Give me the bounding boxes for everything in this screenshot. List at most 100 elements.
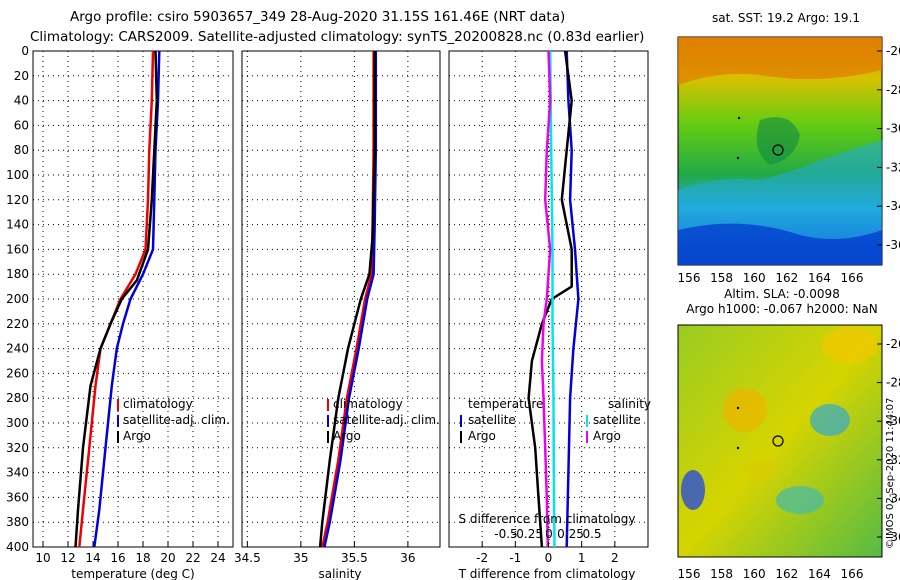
lat-tick-label: -28 [886,83,900,97]
lon-tick-label: 164 [808,567,831,580]
sla-map: Altim. SLA: -0.0098 Argo h1000: -0.067 h… [677,287,900,580]
x-tick-label: 0 [545,551,553,565]
depth-tick-label: 40 [14,94,29,108]
depth-tick-label: 380 [6,515,29,529]
imos-timestamp: ©IMOS 02-Sep-2020 11:44:07 [885,398,896,549]
series-line-argo [318,51,376,548]
sla-map-title-line2: Argo h1000: -0.067 h2000: NaN [686,302,878,316]
lon-tick-label: 164 [808,271,831,285]
sla-low-anomaly [681,470,705,510]
legend-swatch-s-argo [586,431,588,443]
lat-tick-label: -32 [886,160,900,174]
legend-label-argo-sal: Argo [333,429,361,443]
series-line-s-satellite [548,50,556,548]
salinity-grid [242,51,440,547]
legend-swatch-argo [117,431,119,443]
temperature-lines [74,50,161,548]
difference-legend: temperature salinity satellite Argo sate… [460,397,651,443]
difference-xlabel: T difference from climatology [458,567,636,580]
lon-tick-label: 160 [743,567,766,580]
sst-warm-region [678,37,882,85]
header-line1: Argo profile: csiro 5903657_349 28-Aug-2… [70,9,565,25]
depth-tick-label: 240 [6,342,29,356]
legend-label-satellite-sal: satellite-adj. clim. [333,413,440,427]
sst-lat-ticks: -26 -28 -30 -32 -34 -36 [877,44,900,252]
lon-tick-label: 160 [743,271,766,285]
header-line2: Climatology: CARS2009. Satellite-adjuste… [30,29,644,45]
lon-tick-label: 158 [710,567,733,580]
sla-field [677,324,883,558]
salinity-lines [318,51,378,548]
x-tick-label: -2 [476,551,488,565]
sst-track-point [737,116,741,120]
lon-tick-label: 162 [775,567,798,580]
salinity-xlabel: salinity [318,567,361,580]
lon-tick-label: 166 [841,567,864,580]
x-tick-label: 22 [185,551,200,565]
depth-tick-label: 60 [14,118,29,132]
legend-title-temperature: temperature [468,397,543,411]
salinity-difference-label: S difference from climatology [459,512,636,526]
legend-swatch-argo-sal [327,431,329,443]
lat-tick-label: -26 [886,44,900,58]
sla-lat-ticks: -26 -28 -30 -32 -34 -36 [877,337,900,544]
temperature-x-ticks: 10 12 14 16 18 20 22 24 [35,542,226,565]
salinity-x-ticks: 34.5 35 35.5 36 [234,542,416,565]
depth-tick-label: 400 [6,540,29,554]
legend-label-climatology: climatology [123,397,193,411]
salinity-difference-ticks: -0.5-0.25 0 0.250.5 [494,527,601,541]
x-tick-label: 14 [85,551,100,565]
legend-label-s-argo: Argo [593,429,621,443]
legend-swatch-climatology-sal [327,399,329,411]
legend-label-argo: Argo [123,429,151,443]
sst-map: sat. SST: 19.2 Argo: 19.1 -26 -28 -30 -32 -3… [677,11,900,285]
temperature-legend: climatology satellite-adj. clim. Argo [117,397,230,443]
temperature-panel: 10 12 14 16 18 20 22 24 0 20 40 60 80 100 120 140 160 18… [6,44,234,580]
legend-swatch-satellite [117,415,119,427]
x-tick-label: 12 [60,551,75,565]
legend-swatch-satellite-sal [327,415,329,427]
temperature-grid [33,51,233,547]
sla-high-anomaly [744,458,776,482]
legend-title-salinity: salinity [608,397,651,411]
lon-tick-label: 166 [841,271,864,285]
legend-label-s-satellite: satellite [593,413,641,427]
difference-panel: -2 -1 0 1 2 -0.5-0.25 0 0.250.5 T difference f… [448,50,651,580]
x-tick-label: 24 [210,551,225,565]
legend-label-t-satellite: satellite [468,413,516,427]
x-tick-label: 20 [160,551,175,565]
series-line-s-argo [540,50,552,548]
x-tick-label: 1 [578,551,586,565]
sst-track-point [736,156,740,160]
salinity-panel: 34.5 35 35.5 36 salinity climatology satell… [234,50,441,580]
x-tick-label: 2 [611,551,619,565]
x-tick-label: 34.5 [234,551,261,565]
salinity-diff-tick-label: -0.25 [512,527,543,541]
lon-tick-label: 156 [678,567,701,580]
sst-cold-region [678,223,882,265]
legend-swatch-t-satellite [460,415,462,427]
depth-tick-label: 180 [6,267,29,281]
depth-tick-label: 80 [14,143,29,157]
sla-lon-ticks: 156 158 160 162 164 166 [678,567,864,580]
lat-tick-label: -30 [886,414,900,428]
x-tick-label: 10 [35,551,50,565]
lat-tick-label: -36 [886,238,900,252]
depth-tick-label: 140 [6,218,29,232]
depth-tick-label: 220 [6,317,29,331]
depth-tick-label: 100 [6,168,29,182]
lat-tick-label: -28 [886,376,900,390]
lat-tick-label: -32 [886,453,900,467]
x-tick-label: 18 [135,551,150,565]
x-tick-label: 35 [293,551,308,565]
sla-track-point [736,406,740,410]
depth-tick-label: 120 [6,193,29,207]
lat-tick-label: -34 [886,491,900,505]
depth-tick-label: 300 [6,416,29,430]
sla-map-title-line1: Altim. SLA: -0.0098 [724,287,840,301]
depth-tick-label: 20 [14,69,29,83]
x-tick-label: 35.5 [341,551,368,565]
depth-tick-label: 0 [21,44,29,58]
x-tick-label: 36 [400,551,415,565]
